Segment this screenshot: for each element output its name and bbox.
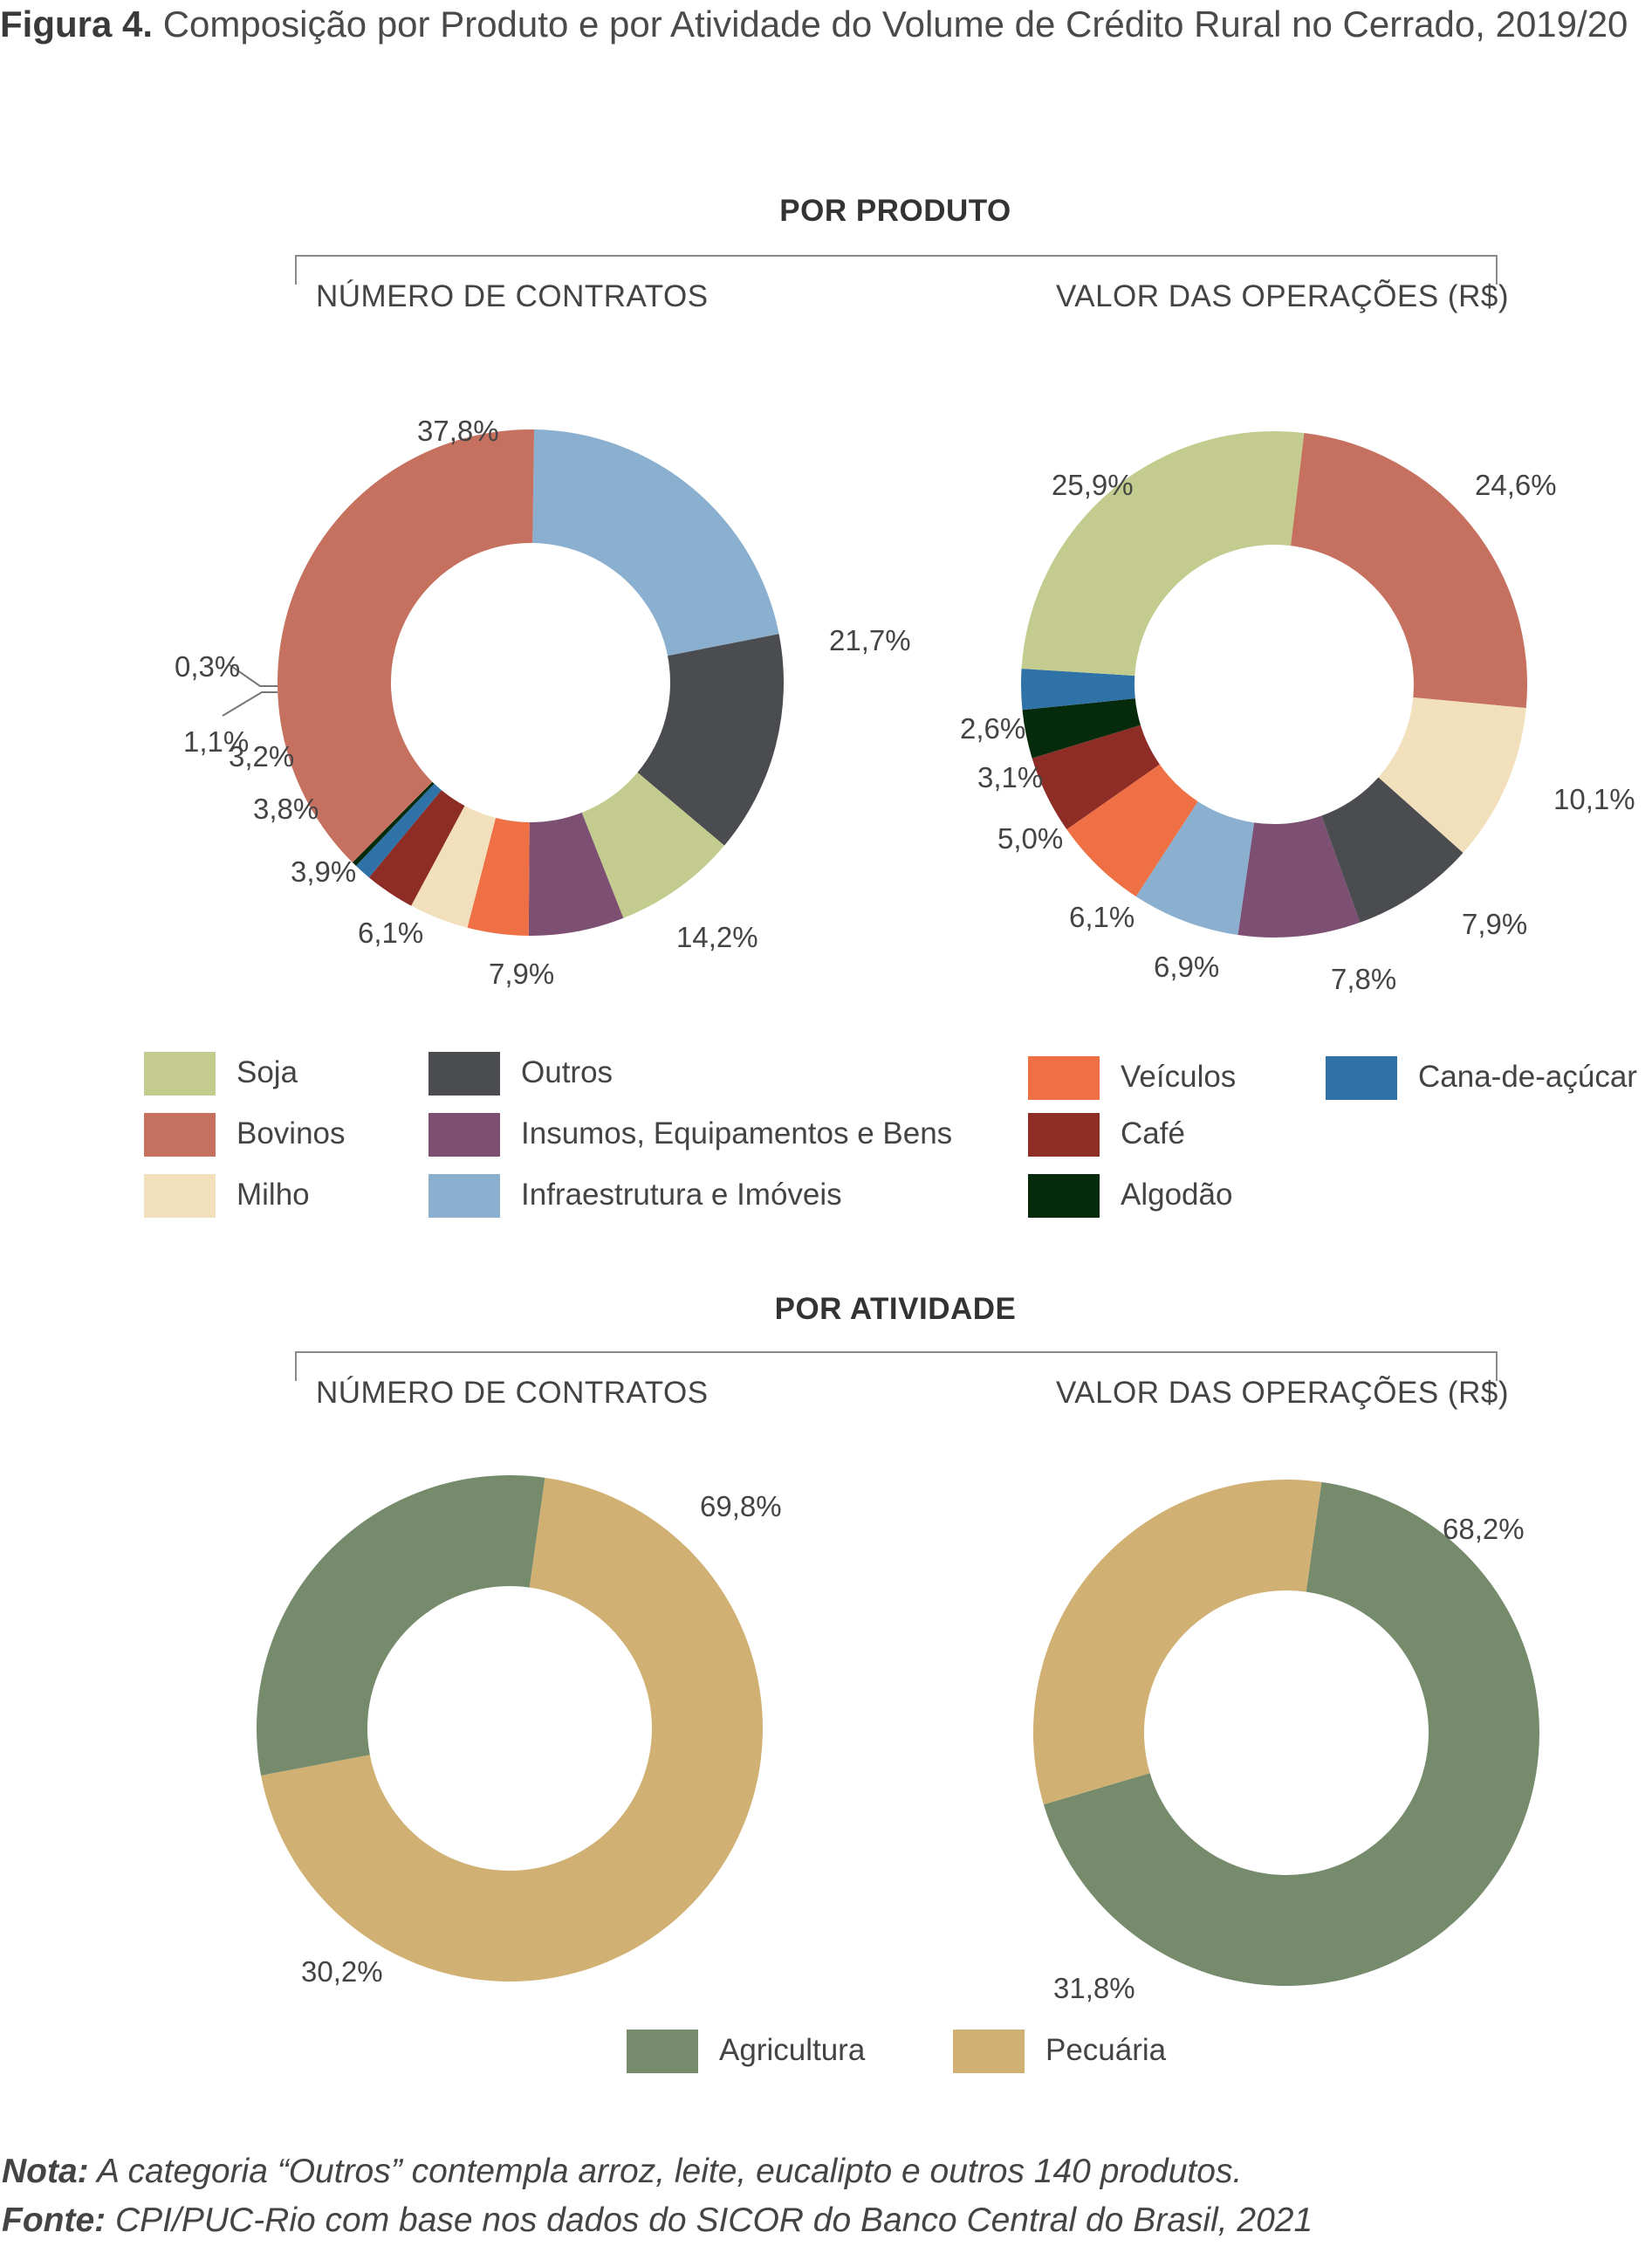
nota-label: Nota: — [2, 2153, 89, 2190]
donut-slice-algod-o — [352, 781, 435, 866]
produto-left-subtitle: NÚMERO DE CONTRATOS — [316, 279, 709, 313]
donut-slice-infraestrutura-e-im-veis — [532, 429, 779, 656]
slice-label: 25,9% — [1052, 469, 1134, 501]
slice-label: 10,1% — [1553, 783, 1635, 815]
donut-slice-caf- — [1032, 725, 1160, 830]
donut-slice-cana-de-a-car — [1021, 668, 1135, 711]
legend-label: Cana-de-açúcar — [1418, 1060, 1637, 1094]
legend-label: Soja — [236, 1055, 298, 1089]
slice-label: 3,9% — [291, 855, 357, 888]
donut-slice-infraestrutura-e-im-veis — [1135, 801, 1255, 936]
slice-label: 2,6% — [960, 712, 1026, 745]
donut-slice-pecu-ria — [261, 1477, 763, 1982]
figure-title-text: Composição por Produto e por Atividade d… — [162, 3, 1628, 45]
donut-slice-insumos-equipamentos-e-bens — [1237, 815, 1361, 938]
legend-swatch — [428, 1174, 500, 1218]
section-produto-bracket — [295, 255, 1498, 285]
slice-label: 24,6% — [1475, 469, 1557, 501]
legend-swatch — [627, 2030, 698, 2073]
section-atividade-bracket — [295, 1351, 1498, 1381]
figure-label: Figura 4. — [0, 3, 154, 45]
footer-fonte: Fonte: CPI/PUC-Rio com base nos dados do… — [2, 2201, 1313, 2240]
slice-label: 31,8% — [1053, 1972, 1135, 2004]
slice-label: 69,8% — [700, 1490, 782, 1522]
legend-swatch — [144, 1052, 216, 1096]
donut-slice-insumos-equipamentos-e-bens — [528, 812, 624, 936]
legend-swatch — [953, 2030, 1025, 2073]
slice-label: 5,0% — [997, 822, 1064, 855]
nota-text: A categoria “Outros” contempla arroz, le… — [97, 2153, 1243, 2190]
donut-slice-outros — [1321, 777, 1463, 923]
donut-slice-cana-de-a-car — [355, 783, 442, 878]
legend-label: Veículos — [1121, 1060, 1237, 1094]
slice-label: 6,1% — [358, 917, 424, 949]
fonte-label: Fonte: — [2, 2201, 106, 2239]
donut-slice-ve-culos — [467, 817, 530, 936]
legend-label: Café — [1121, 1116, 1185, 1151]
produto-right-subtitle: VALOR DAS OPERAÇÕES (R$) — [1056, 279, 1509, 313]
atividade-right-subtitle: VALOR DAS OPERAÇÕES (R$) — [1056, 1376, 1509, 1410]
donut-slice-ve-culos — [1066, 764, 1198, 896]
slice-label: 0,3% — [175, 650, 241, 683]
legend-label: Algodão — [1121, 1178, 1233, 1212]
legend-label: Insumos, Equipamentos e Bens — [521, 1116, 953, 1151]
donut-slice-algod-o — [1022, 698, 1141, 759]
slice-label: 14,2% — [676, 921, 758, 953]
slice-label: 68,2% — [1443, 1513, 1525, 1545]
figure-title: Figura 4. Composição por Produto e por A… — [0, 3, 1628, 45]
legend-label: Pecuária — [1045, 2033, 1167, 2067]
legend-swatch — [1028, 1174, 1100, 1218]
slice-label: 37,8% — [417, 415, 499, 447]
donut-slice-milho — [1378, 697, 1526, 853]
legend-swatch — [428, 1113, 500, 1157]
slice-label: 3,8% — [253, 793, 319, 825]
legend-swatch — [1028, 1056, 1100, 1100]
legend-swatch — [144, 1113, 216, 1157]
legend-label: Milho — [236, 1178, 310, 1212]
fonte-text: CPI/PUC-Rio com base nos dados do SICOR … — [114, 2201, 1313, 2239]
slice-label: 3,1% — [977, 761, 1044, 793]
slice-label: 7,9% — [489, 958, 555, 990]
slice-label: 21,7% — [829, 624, 911, 656]
legend-label: Infraestrutura e Imóveis — [521, 1178, 842, 1212]
legend-swatch — [144, 1174, 216, 1218]
section-produto-heading: POR PRODUTO — [779, 194, 1011, 228]
legend-label: Agricultura — [719, 2033, 866, 2067]
section-atividade-heading: POR ATIVIDADE — [774, 1292, 1017, 1326]
slice-label: 6,9% — [1154, 951, 1220, 983]
donut-slice-agricultura — [1043, 1481, 1540, 1986]
donut-slice-pecu-ria — [1033, 1479, 1322, 1805]
slice-label: 30,2% — [301, 1955, 383, 1988]
slice-label: 1,1% — [183, 725, 250, 758]
legend-label: Outros — [521, 1055, 614, 1089]
donut-slice-caf- — [368, 790, 465, 906]
legend-swatch — [1028, 1113, 1100, 1157]
atividade-left-subtitle: NÚMERO DE CONTRATOS — [316, 1376, 709, 1410]
slice-label: 3,2% — [229, 740, 295, 773]
slice-label: 7,9% — [1462, 908, 1528, 940]
slice-label: 7,8% — [1331, 963, 1397, 995]
legend-swatch — [1326, 1056, 1397, 1100]
donut-slice-agricultura — [257, 1475, 545, 1776]
legend-swatch — [428, 1052, 500, 1096]
footer-nota: Nota: A categoria “Outros” contempla arr… — [2, 2153, 1242, 2191]
donut-slice-soja — [1021, 431, 1305, 677]
donut-slice-milho — [411, 806, 496, 928]
slice-label: 6,1% — [1069, 901, 1135, 933]
donut-slice-outros — [637, 634, 784, 846]
legend-label: Bovinos — [236, 1116, 346, 1151]
leader-line — [222, 691, 278, 717]
donut-slice-soja — [581, 772, 725, 918]
